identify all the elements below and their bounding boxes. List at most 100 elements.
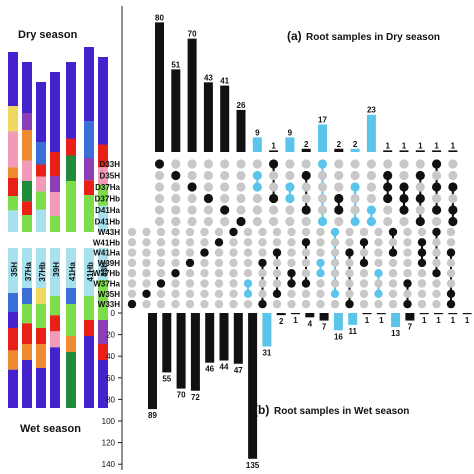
wet-y-tick-label: 120: [102, 439, 116, 448]
dry-dot-active: [334, 205, 344, 215]
wet-dot: [403, 238, 412, 247]
stack-segment: [66, 336, 76, 352]
wet-dot: [185, 227, 195, 237]
dry-bar: [415, 150, 425, 152]
stack-segment: [22, 215, 32, 232]
wet-dot: [142, 227, 151, 237]
wet-dot: [200, 289, 209, 298]
stack-segment: [98, 205, 108, 232]
dry-dot-active: [366, 216, 376, 227]
wet-dot: [345, 227, 354, 237]
wet-dot: [287, 299, 296, 309]
wet-dot: [214, 258, 224, 268]
sample-label: 37Ha: [24, 261, 33, 281]
dry-bar-value-label: 51: [171, 60, 180, 69]
dry-dot: [350, 159, 360, 169]
stack-segment: [36, 344, 46, 368]
wet-dot: [432, 248, 441, 257]
wet-dot: [200, 269, 209, 278]
dry-bar-value-label: 23: [367, 106, 376, 115]
dry-set-label: D37Ha: [95, 183, 120, 192]
dry-bar: [334, 148, 344, 152]
wet-dot: [127, 279, 137, 288]
dry-dot: [448, 193, 458, 204]
wet-dot: [171, 299, 180, 309]
dry-dot: [220, 182, 230, 192]
stack-segment: [8, 248, 18, 293]
dry-dot: [317, 182, 328, 192]
wet-dot: [142, 258, 151, 268]
stack-segment: [36, 142, 46, 165]
wet-dot: [185, 248, 195, 257]
wet-bar-value-label: 13: [391, 329, 400, 338]
dry-dot: [399, 216, 409, 227]
dry-dot: [301, 182, 311, 192]
stack-segment: [22, 113, 32, 130]
dry-dot-active: [432, 182, 442, 192]
dry-dot-active: [432, 205, 442, 215]
wet-bar: [348, 313, 358, 325]
dry-dot-active: [252, 182, 262, 192]
wet-dot-active: [316, 269, 325, 278]
dry-dot: [203, 159, 213, 169]
wet-dot-active: [127, 299, 137, 309]
wet-dot: [272, 227, 282, 237]
wet-dot-active: [374, 289, 383, 298]
dry-dot: [432, 216, 442, 227]
dry-set-label: D41Ha: [95, 206, 120, 215]
wet-dot: [417, 269, 427, 278]
stack-segment: [36, 209, 46, 232]
wet-dot: [301, 227, 311, 237]
sample-label: 35H: [10, 262, 19, 277]
wet-panel-title: Root samples in Wet season: [274, 406, 409, 417]
dry-dot: [203, 205, 213, 215]
wet-dot-active: [345, 248, 354, 257]
dry-bar: [171, 69, 181, 152]
dry-bar: [285, 137, 295, 152]
stack-segment: [98, 320, 108, 344]
wet-bar-value-label: 4: [308, 319, 313, 328]
dry-dot: [203, 182, 213, 192]
dry-dot: [203, 216, 213, 227]
wet-dot: [359, 289, 369, 298]
stack-segment: [84, 296, 94, 320]
wet-dot: [359, 227, 369, 237]
dry-dot: [252, 205, 262, 215]
dry-set-label: D41Hb: [95, 218, 120, 227]
wet-dot: [229, 299, 238, 309]
wet-dot: [330, 258, 340, 268]
wet-dot: [432, 258, 441, 268]
wet-dot: [200, 258, 209, 268]
dry-bar: [432, 150, 442, 152]
dry-bar: [187, 38, 197, 152]
wet-dot: [156, 299, 166, 309]
wet-dot: [229, 279, 238, 288]
wet-bar-value-label: 55: [162, 374, 171, 383]
wet-bar: [248, 313, 258, 459]
dry-dot: [366, 159, 376, 169]
wet-dot: [316, 299, 325, 309]
stack-segment: [22, 288, 32, 304]
wet-dot: [330, 248, 340, 257]
wet-dot-active: [272, 248, 282, 257]
dry-dot-active: [220, 205, 230, 215]
wet-dot: [403, 227, 412, 237]
wet-bar-value-label: 1: [365, 316, 370, 325]
wet-dot: [403, 258, 412, 268]
dry-bars: 80 51 70 43 41 26 9 1 9 2 17 2 2 23 1 1 1 1 1: [155, 13, 458, 153]
wet-dot: [229, 289, 238, 298]
dry-dot-active: [269, 193, 279, 204]
wet-dot-active: [272, 289, 282, 298]
stack-segment: [22, 323, 32, 344]
dry-dot: [252, 159, 262, 169]
dry-bar: [155, 22, 164, 153]
stack-segment: [50, 296, 60, 316]
dry-dot: [334, 159, 344, 169]
wet-bar-value-label: 47: [234, 366, 243, 375]
wet-bar: [276, 313, 286, 316]
wet-dot: [316, 279, 325, 288]
stack-segment: [22, 160, 32, 181]
sample-label: 37Hb: [38, 262, 47, 282]
dry-bar-value-label: 41: [220, 77, 229, 86]
